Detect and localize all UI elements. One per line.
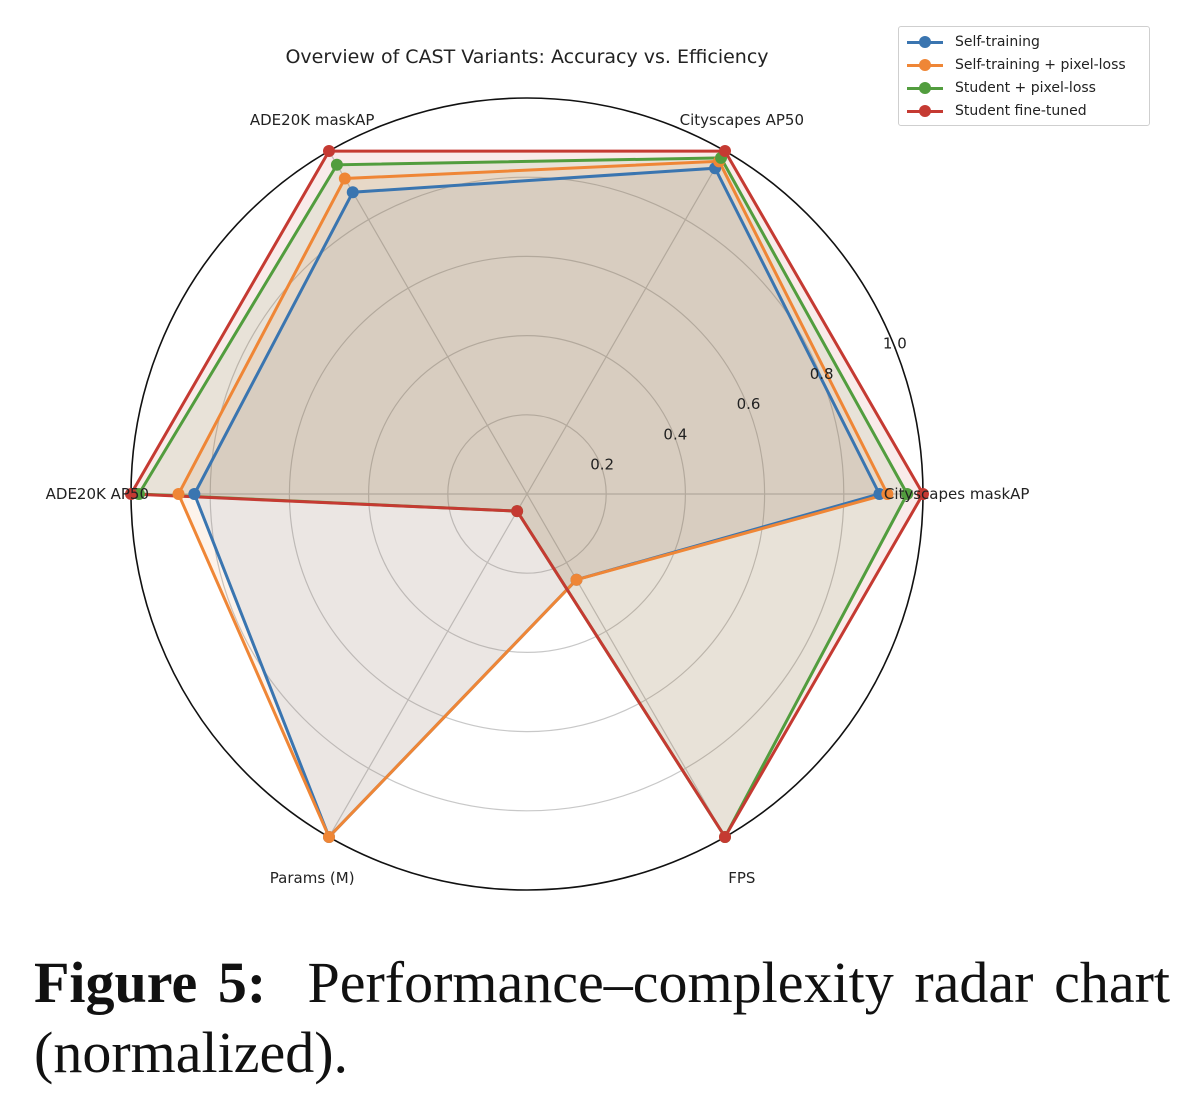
radial-tick-label: 0.8 (810, 365, 834, 383)
legend: Self-training Self-training + pixel-loss S… (898, 26, 1150, 126)
figure-caption: Figure 5: Performance–complexity radar c… (34, 948, 1170, 1088)
series-marker (323, 830, 335, 843)
series-marker (881, 488, 894, 500)
caption-label: Figure 5: (34, 950, 267, 1015)
series-fill (138, 157, 908, 837)
series-marker (125, 488, 137, 500)
legend-label: Self-training (955, 33, 1040, 50)
series-marker (330, 158, 343, 171)
legend-swatch (907, 104, 943, 118)
axis-label: ADE20K maskAP (250, 111, 375, 129)
caption-text: Performance–complexity radar chart (norm… (34, 950, 1170, 1085)
series-marker (719, 145, 731, 158)
series-marker (338, 172, 351, 185)
axis-label: Params (M) (270, 869, 355, 887)
series-marker (188, 488, 201, 500)
axis-label: FPS (728, 869, 755, 887)
legend-label: Self-training + pixel-loss (955, 56, 1126, 73)
radial-tick-label: 0.6 (737, 395, 761, 413)
series-marker (346, 186, 359, 199)
grid-spoke (328, 493, 528, 838)
series-marker (719, 830, 731, 843)
series-fill (131, 151, 923, 837)
legend-entry: Student fine-tuned (899, 99, 1149, 122)
radial-tick-label: 0.4 (663, 425, 687, 443)
series-marker (570, 573, 583, 586)
series-marker (511, 505, 524, 518)
series-marker (901, 488, 914, 500)
axis-label: Cityscapes maskAP (884, 485, 1030, 503)
legend-swatch (907, 35, 943, 49)
series-markers (125, 145, 929, 843)
radial-tick-label: 1.0 (883, 334, 907, 352)
series-fill (178, 161, 888, 837)
legend-entry: Self-training + pixel-loss (899, 53, 1149, 76)
grid-spoke (526, 493, 726, 838)
grid-spoke (526, 150, 726, 495)
legend-label: Student + pixel-loss (955, 79, 1096, 96)
legend-entry: Self-training (899, 30, 1149, 53)
series-marker (172, 488, 185, 500)
axis-label: ADE20K AP50 (46, 485, 149, 503)
series-fill (194, 168, 880, 837)
radar-chart: Cityscapes maskAP Cityscapes AP50 ADE20K m… (46, 46, 1030, 891)
legend-entry: Student + pixel-loss (899, 76, 1149, 99)
legend-swatch (907, 58, 943, 72)
radial-tick-label: 0.2 (590, 456, 614, 474)
legend-label: Student fine-tuned (955, 102, 1087, 119)
legend-swatch (907, 81, 943, 95)
chart-title: Overview of CAST Variants: Accuracy vs. … (285, 46, 768, 68)
grid-spoke (328, 150, 528, 495)
axis-labels: Cityscapes maskAP Cityscapes AP50 ADE20K m… (46, 111, 1030, 887)
series-marker (323, 145, 335, 158)
series-marker (917, 488, 929, 500)
axis-label: Cityscapes AP50 (680, 111, 804, 129)
series-fills (131, 151, 923, 837)
